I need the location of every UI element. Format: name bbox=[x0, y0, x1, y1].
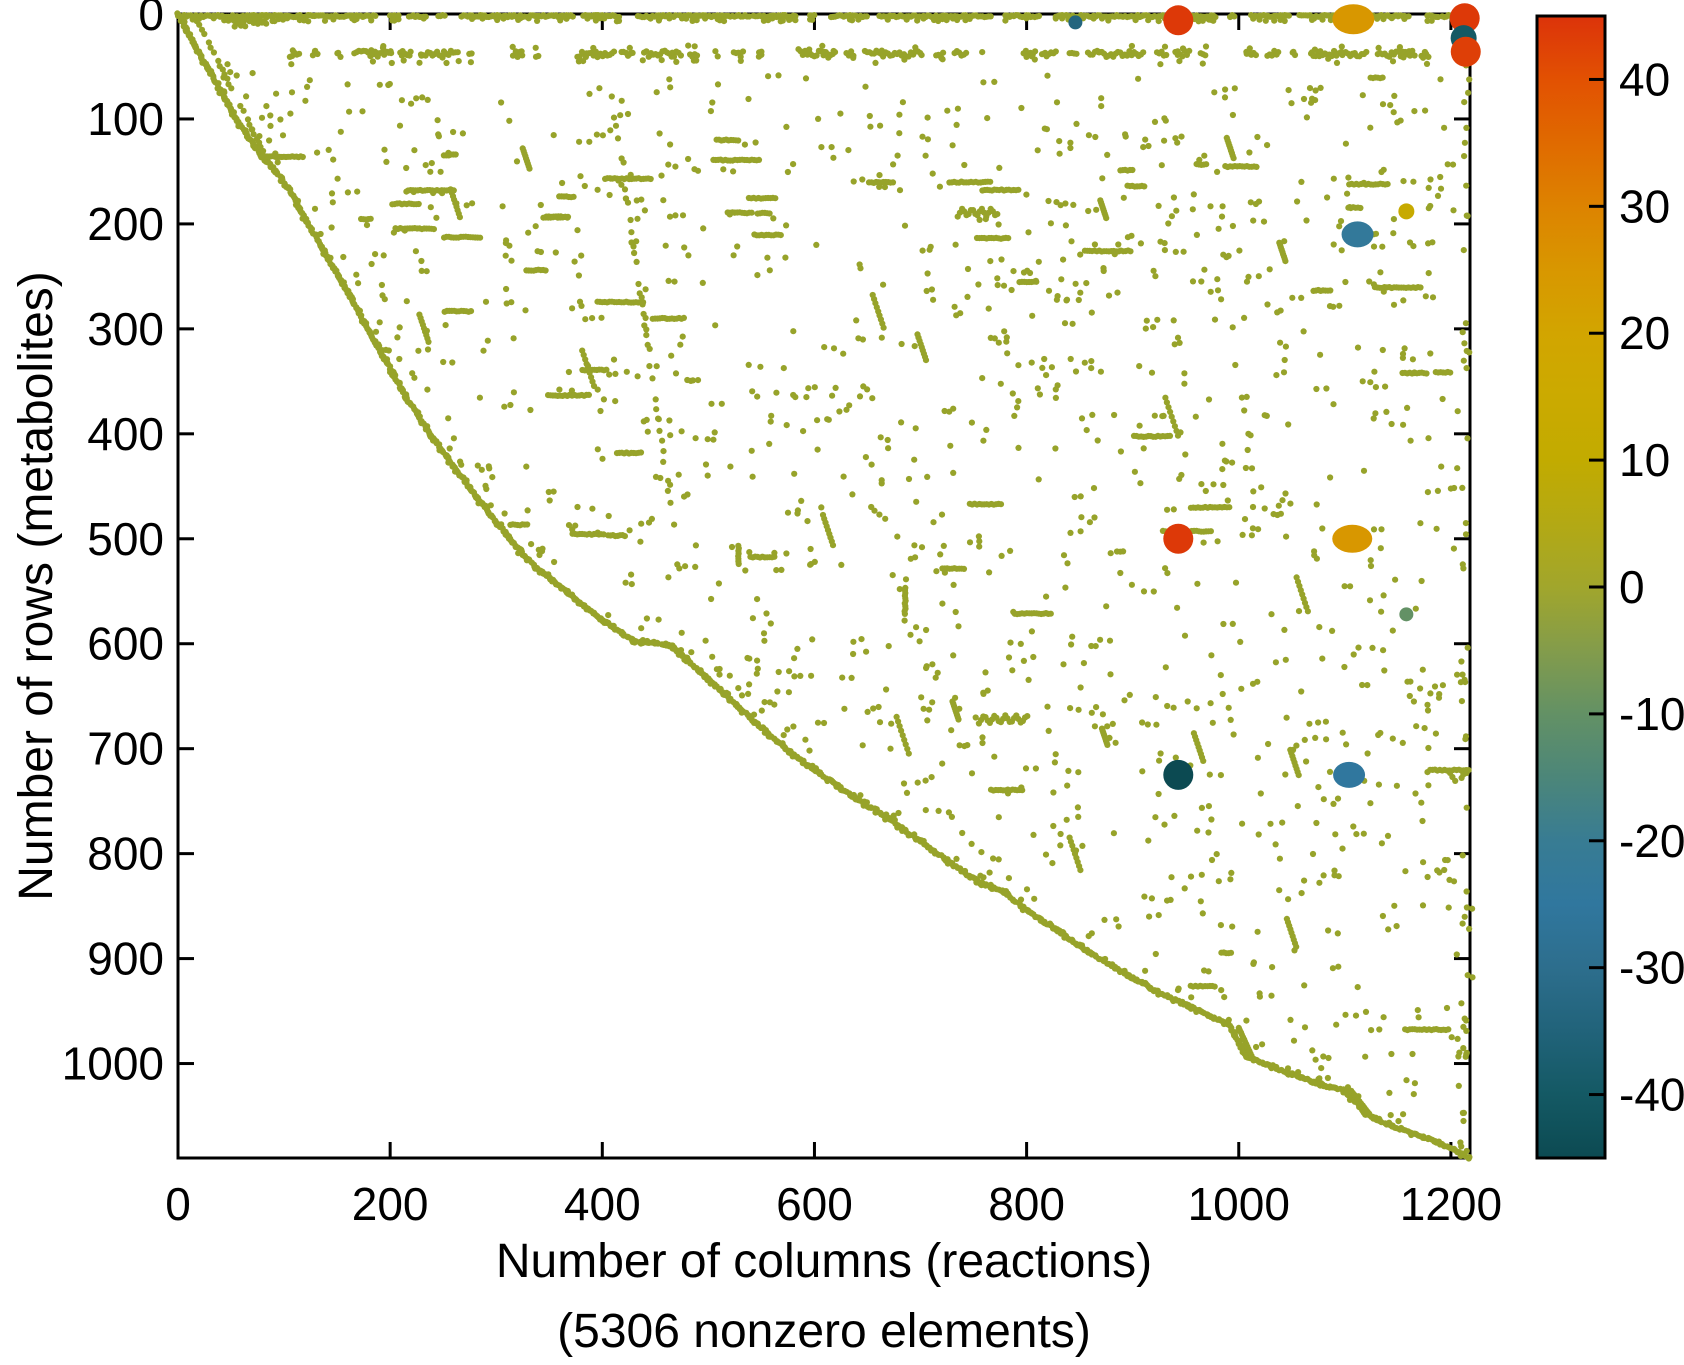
colorbar-tick-label: 20 bbox=[1619, 307, 1670, 359]
y-tick-label: 500 bbox=[87, 513, 164, 565]
matrix-entry-highlight bbox=[1449, 3, 1480, 34]
colorbar-tick-label: 10 bbox=[1619, 434, 1670, 486]
x-tick-label: 400 bbox=[564, 1178, 641, 1230]
colorbar-tick-label: -20 bbox=[1619, 815, 1684, 867]
colorbar-tick-label: 40 bbox=[1619, 53, 1670, 105]
y-tick-label: 0 bbox=[138, 0, 164, 40]
x-axis-sublabel: (5306 nonzero elements) bbox=[557, 1305, 1091, 1358]
matrix-entry-highlight bbox=[1163, 523, 1194, 554]
matrix-entry-highlight bbox=[1450, 36, 1481, 67]
colorbar-tick-label: -40 bbox=[1619, 1069, 1684, 1121]
matrix-entry-highlight bbox=[1163, 5, 1194, 36]
x-tick-label: 200 bbox=[352, 1178, 429, 1230]
x-tick-label: 1200 bbox=[1400, 1178, 1502, 1230]
y-tick-label: 200 bbox=[87, 198, 164, 250]
colorbar-tick-label: 0 bbox=[1619, 561, 1645, 613]
matrix-entry-highlight bbox=[1333, 761, 1366, 788]
y-tick-label: 300 bbox=[87, 303, 164, 355]
x-tick-label: 600 bbox=[776, 1178, 853, 1230]
colorbar-tick-label: -10 bbox=[1619, 688, 1684, 740]
matrix-entry-highlight bbox=[1332, 4, 1375, 35]
x-tick-label: 0 bbox=[165, 1178, 191, 1230]
matrix-entry-highlight bbox=[1332, 524, 1373, 553]
plot-border bbox=[176, 12, 1472, 1160]
matrix-entry-highlight bbox=[1068, 15, 1083, 30]
x-tick-label: 800 bbox=[988, 1178, 1065, 1230]
scatter-points bbox=[174, 10, 1476, 1162]
y-tick-label: 700 bbox=[87, 723, 164, 775]
axis-tick-labels: 0 200 400 600 800 1000 1200 0 100 200 300 400 500 600… bbox=[62, 0, 1502, 1230]
colorbar-tick-label: -30 bbox=[1619, 942, 1684, 994]
colorbar-tick-label: 30 bbox=[1619, 180, 1670, 232]
y-axis-label: Number of rows (metabolites) bbox=[10, 271, 63, 901]
axis-ticks bbox=[176, 12, 1470, 1158]
y-tick-label: 600 bbox=[87, 618, 164, 670]
x-tick-label: 1000 bbox=[1188, 1178, 1290, 1230]
y-tick-label: 900 bbox=[87, 933, 164, 985]
matrix-entry-highlight bbox=[1398, 203, 1415, 220]
y-tick-label: 800 bbox=[87, 828, 164, 880]
x-axis-label: Number of columns (reactions) bbox=[496, 1235, 1152, 1288]
y-tick-label: 100 bbox=[87, 93, 164, 145]
y-tick-label: 400 bbox=[87, 408, 164, 460]
matrix-entry-highlight bbox=[1399, 607, 1414, 622]
colorbar: 40 30 20 10 0 -10 -20 -30 -40 bbox=[1535, 14, 1684, 1160]
matrix-entry-highlight bbox=[1341, 221, 1374, 248]
y-tick-label: 1000 bbox=[62, 1038, 164, 1090]
highlight-points bbox=[1068, 3, 1481, 790]
matrix-entry-highlight bbox=[1163, 759, 1194, 790]
